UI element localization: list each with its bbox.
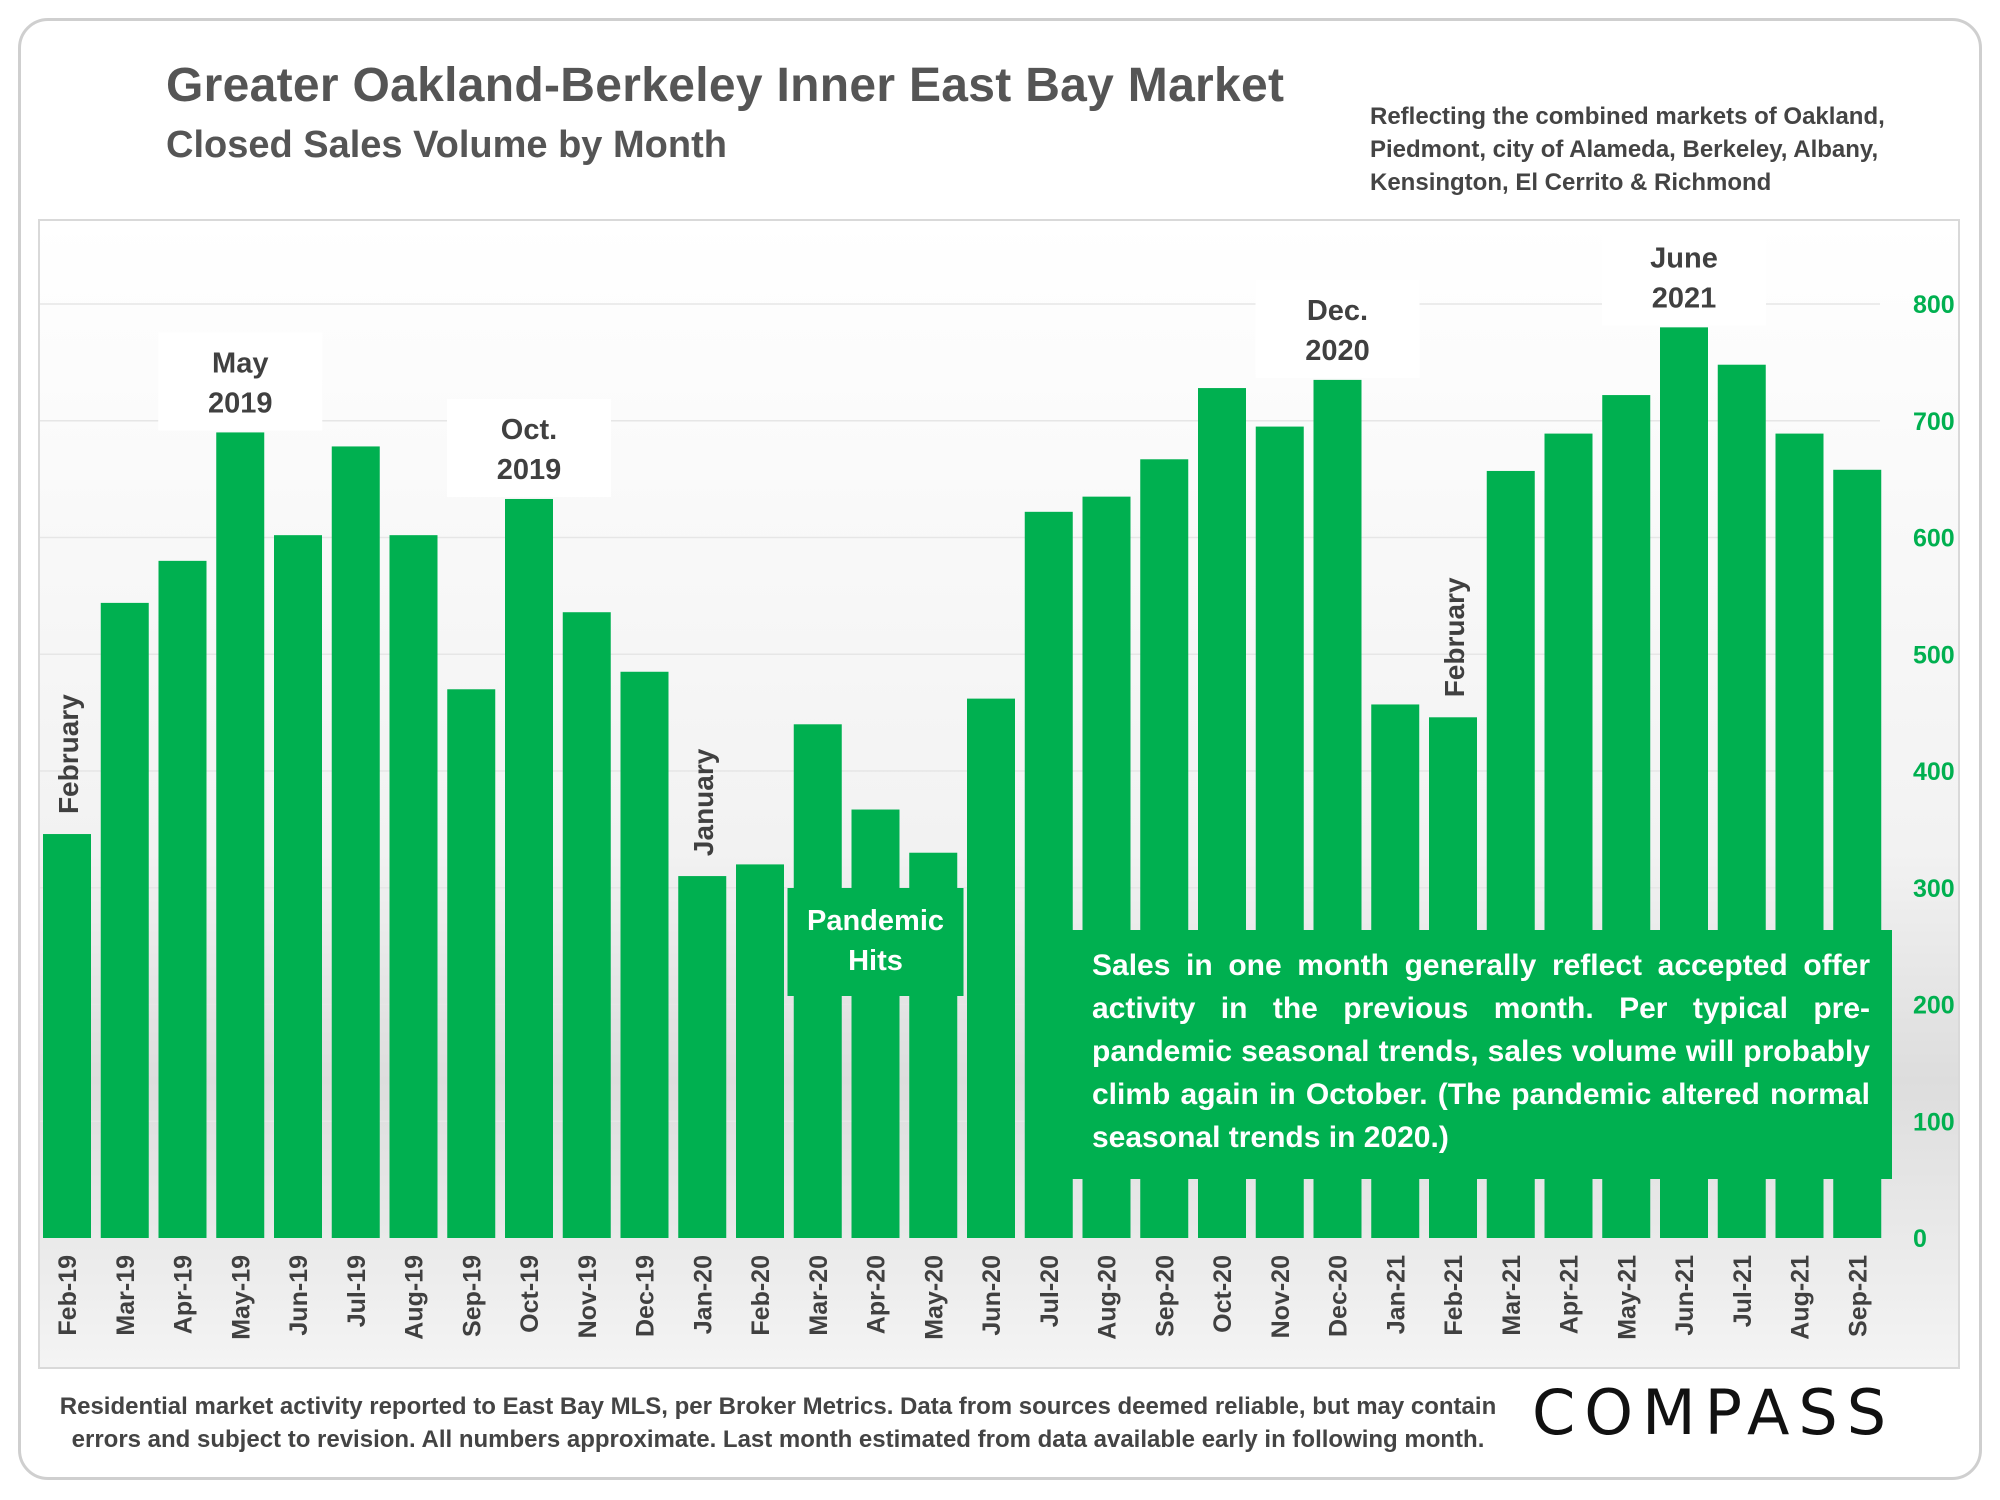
x-tick-label: Dec-19 <box>632 1255 660 1337</box>
bar-apr-19 <box>158 560 207 1238</box>
annotation-bg <box>1255 279 1420 378</box>
annotation-bg <box>158 332 323 431</box>
x-tick-label: Nov-20 <box>1267 1255 1295 1338</box>
annotation-february: February <box>53 694 84 814</box>
annotation-label: 2020 <box>1305 335 1370 367</box>
annotation-label: 2021 <box>1652 282 1717 314</box>
compass-logo: COMPASS <box>1532 1376 1896 1449</box>
x-tick-label: Jun-21 <box>1671 1255 1699 1336</box>
bar-dec-19 <box>620 671 669 1238</box>
y-tick-label: 800 <box>1913 291 1955 319</box>
bar-jun-19 <box>274 535 322 1238</box>
y-tick-label: 700 <box>1913 408 1955 436</box>
x-tick-label: May-21 <box>1613 1255 1641 1340</box>
x-tick-label: Feb-20 <box>747 1255 775 1336</box>
annotation-label: Oct. <box>501 414 557 446</box>
annotation-pandemic-line: Hits <box>848 945 903 977</box>
source-footnote: Residential market activity reported to … <box>59 1393 1497 1453</box>
x-tick-label: Apr-19 <box>170 1255 198 1334</box>
x-tick-label: Jul-19 <box>343 1255 371 1327</box>
bar-jun-20 <box>967 698 1015 1238</box>
bar-sep-19 <box>447 689 496 1238</box>
x-tick-label: Nov-19 <box>574 1255 602 1338</box>
x-tick-label: Feb-19 <box>54 1255 82 1336</box>
annotation-box-pandemic <box>787 888 964 996</box>
bar-nov-19 <box>562 612 611 1238</box>
bar-apr-20 <box>851 809 900 1238</box>
x-tick-label: Aug-20 <box>1094 1255 1122 1340</box>
plot-area-border <box>38 219 1960 1369</box>
y-tick-label: 100 <box>1913 1108 1955 1136</box>
bar-may-19 <box>216 432 265 1238</box>
x-tick-label: Apr-20 <box>863 1255 891 1334</box>
x-tick-label: Jul-21 <box>1729 1255 1757 1327</box>
x-tick-label: Aug-19 <box>401 1255 429 1340</box>
annotation-february: February <box>1439 577 1470 697</box>
annotation-label: 2019 <box>208 387 273 419</box>
x-tick-label: Mar-21 <box>1498 1255 1526 1336</box>
annotation-label: 2019 <box>497 454 562 486</box>
x-tick-label: Jun-20 <box>978 1255 1006 1336</box>
bar-mar-19 <box>100 602 149 1238</box>
y-tick-label: 400 <box>1913 758 1955 786</box>
x-tick-label: May-20 <box>920 1255 948 1340</box>
x-tick-label: Jan-21 <box>1382 1255 1410 1334</box>
bar-jul-19 <box>331 446 380 1238</box>
markets-note: Reflecting the combined markets of Oakla… <box>1370 103 1885 196</box>
x-tick-label: Oct-20 <box>1209 1255 1237 1333</box>
x-tick-label: Sep-20 <box>1151 1255 1179 1337</box>
annotation-label: May <box>212 347 268 379</box>
x-tick-label: May-19 <box>227 1255 255 1340</box>
annotation-label: Dec. <box>1307 295 1368 327</box>
x-tick-label: Jan-20 <box>689 1255 717 1334</box>
y-tick-label: 600 <box>1913 525 1955 553</box>
annotation-pandemic-line: Pandemic <box>807 905 944 937</box>
y-tick-label: 200 <box>1913 992 1955 1020</box>
x-tick-label: Aug-21 <box>1787 1255 1815 1340</box>
x-tick-label: Dec-20 <box>1325 1255 1353 1337</box>
x-tick-label: Feb-21 <box>1440 1255 1468 1336</box>
annotation-january: January <box>688 748 719 856</box>
bar-jan-20 <box>678 876 727 1238</box>
annotation-bg <box>1602 227 1766 326</box>
y-tick-label: 500 <box>1913 641 1955 669</box>
bar-feb-20 <box>736 864 784 1238</box>
x-tick-label: Sep-19 <box>458 1255 486 1337</box>
y-tick-label: 300 <box>1913 875 1955 903</box>
x-tick-label: Oct-19 <box>516 1255 544 1333</box>
bar-feb-19 <box>43 834 91 1238</box>
x-tick-label: Jun-19 <box>285 1255 313 1336</box>
x-tick-label: Apr-21 <box>1556 1255 1584 1334</box>
y-tick-label: 0 <box>1913 1225 1927 1253</box>
annotation-label: June <box>1650 242 1718 274</box>
chart-subtitle: Closed Sales Volume by Month <box>166 124 727 166</box>
x-tick-label: Jul-20 <box>1036 1255 1064 1327</box>
bar-oct-19 <box>505 498 553 1238</box>
bar-jul-20 <box>1024 511 1073 1238</box>
x-tick-label: Mar-20 <box>805 1255 833 1336</box>
x-tick-label: Sep-21 <box>1844 1255 1872 1337</box>
annotation-bg <box>447 398 611 497</box>
callout-note: Sales in one month generally reflect acc… <box>1070 930 1892 1179</box>
bar-aug-19 <box>389 535 438 1238</box>
chart-title: Greater Oakland-Berkeley Inner East Bay … <box>166 59 1285 112</box>
x-tick-label: Mar-19 <box>112 1255 140 1336</box>
